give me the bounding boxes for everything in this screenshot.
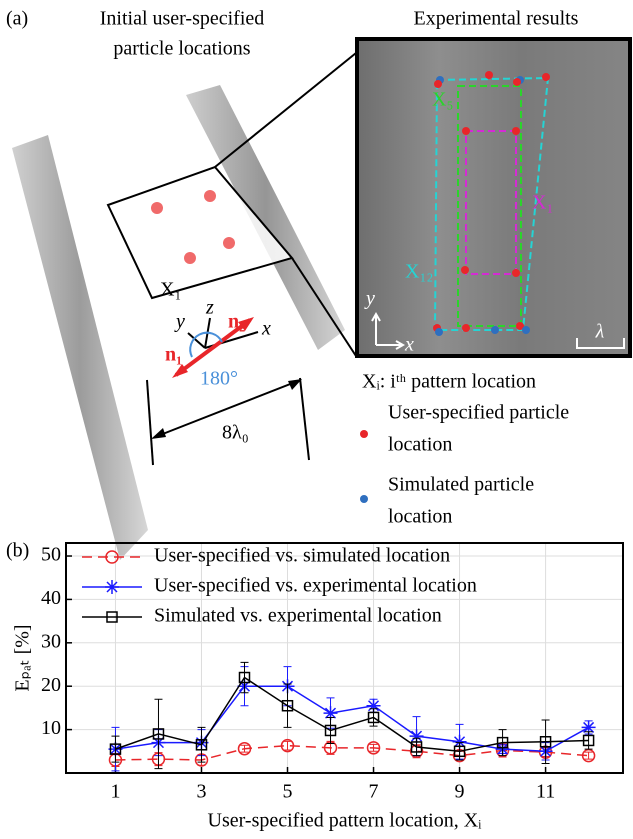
image-axis-label: y xyxy=(364,288,375,310)
marker xyxy=(281,699,294,712)
marker xyxy=(238,671,251,684)
y-tick-label: 30 xyxy=(41,630,61,652)
distance-label: 8λ₀ xyxy=(222,422,249,444)
panel-label: (b) xyxy=(6,540,29,562)
marker xyxy=(366,741,381,755)
y-tick-label: 20 xyxy=(41,674,61,696)
normal-arrow xyxy=(174,318,252,377)
legend-text: Xᵢ: iᵗʰ pattern location xyxy=(362,371,536,393)
dimension xyxy=(146,377,310,466)
arrow-head xyxy=(288,379,302,390)
angle-arc xyxy=(189,331,223,358)
image-label: X₁ xyxy=(532,192,553,214)
panel-label: (a) xyxy=(6,8,28,30)
marker xyxy=(410,741,423,753)
marker xyxy=(324,724,337,737)
image-axes xyxy=(371,311,625,350)
error-bar xyxy=(584,751,593,760)
axis-label: z xyxy=(205,297,214,319)
marker xyxy=(453,745,466,758)
x-tick-label: 3 xyxy=(196,781,206,803)
title: particle locations xyxy=(113,38,250,60)
x-tick-label: 11 xyxy=(536,781,555,803)
marker xyxy=(237,741,252,756)
marker xyxy=(366,698,381,713)
zoom-line xyxy=(291,257,357,357)
chart: 10 20 30 40 50 1 3 5 7 9 11 User-specified pattern … xyxy=(12,542,624,832)
y-tick-label: 40 xyxy=(41,587,61,609)
marker xyxy=(581,720,596,735)
image-label: X₅ xyxy=(432,89,453,111)
marker xyxy=(409,729,424,744)
marker xyxy=(496,736,509,749)
scale-label: λ xyxy=(595,321,605,343)
x-tick-label: 1 xyxy=(110,781,120,803)
normal-label: n₂ xyxy=(228,311,245,333)
legend-marker xyxy=(360,495,368,503)
particles xyxy=(151,190,235,264)
marker xyxy=(581,748,596,763)
image-particles xyxy=(433,71,550,336)
marker xyxy=(152,728,165,740)
title: Initial user-specified xyxy=(100,8,265,30)
arrow-head xyxy=(172,364,188,378)
axis-label: x xyxy=(261,318,271,340)
marker xyxy=(582,734,595,747)
error-bar xyxy=(584,731,593,750)
legend-text: Simulated particle xyxy=(388,474,534,496)
zoom-line xyxy=(214,52,357,168)
legend-label: User-specified vs. simulated location xyxy=(154,545,450,567)
left-plate xyxy=(12,135,148,560)
y-tick-label: 50 xyxy=(41,544,61,566)
legend-marker xyxy=(105,550,119,564)
x-tick-label: 5 xyxy=(283,781,293,803)
x-tick-label: 7 xyxy=(369,781,379,803)
x-tick-label: 9 xyxy=(455,781,465,803)
error-bar xyxy=(111,735,120,763)
series-line xyxy=(115,676,589,753)
legend-text: User-specified particle xyxy=(388,402,569,424)
series-line xyxy=(115,744,589,761)
legend-text: location xyxy=(388,506,452,528)
axis-label: y xyxy=(174,311,185,333)
quad-label: X₁ xyxy=(160,279,181,301)
legend-text: location xyxy=(388,434,452,456)
arrow-head xyxy=(151,428,166,439)
image-label: X₁₂ xyxy=(405,261,433,283)
normal-label: n₁ xyxy=(165,344,182,366)
marker xyxy=(195,739,208,751)
marker xyxy=(367,711,380,724)
legend-label: Simulated vs. experimental location xyxy=(154,605,442,627)
marker xyxy=(109,743,122,755)
pattern-outline xyxy=(465,130,517,275)
legend-label: User-specified vs. experimental location xyxy=(154,575,477,597)
marker xyxy=(539,736,552,748)
marker xyxy=(280,738,295,753)
error-bar xyxy=(283,740,292,751)
marker xyxy=(323,706,338,721)
right-plate xyxy=(186,85,345,350)
experiment-image xyxy=(355,37,632,358)
arrow-head xyxy=(238,317,254,331)
image-axis-label: x xyxy=(404,334,414,356)
legend-marker xyxy=(105,580,119,594)
legend-marker xyxy=(360,430,368,438)
angle-label: 180° xyxy=(200,368,238,390)
legend-marker xyxy=(106,611,118,623)
marker xyxy=(452,734,467,749)
y-axis-label: Eₚₐₜ [%] xyxy=(12,624,34,691)
y-tick-label: 10 xyxy=(41,717,61,739)
x-axis-label: User-specified pattern location, Xᵢ xyxy=(208,810,483,832)
title: Experimental results xyxy=(414,8,579,30)
pattern-outline xyxy=(457,85,522,327)
plot-frame xyxy=(65,542,624,774)
